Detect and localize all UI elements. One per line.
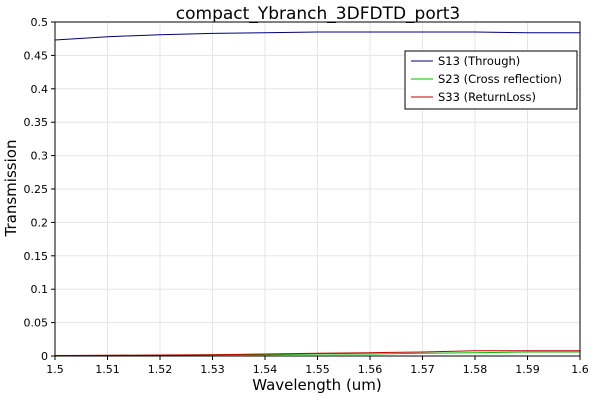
y-tick-label: 0.05 xyxy=(24,317,49,330)
chart-title: compact_Ybranch_3DFDTD_port3 xyxy=(176,4,460,24)
series-layer xyxy=(54,31,580,357)
x-tick-label: 1.52 xyxy=(148,363,173,376)
y-tick-label: 0.15 xyxy=(24,250,49,263)
y-tick-label: 0.2 xyxy=(31,216,49,229)
series-line-3 xyxy=(54,350,580,356)
y-tick-label: 0.45 xyxy=(24,49,49,62)
y-tick-label: 0.5 xyxy=(31,16,49,29)
x-tick-label: 1.5 xyxy=(46,363,64,376)
x-tick-label: 1.56 xyxy=(358,363,383,376)
legend-label-2: S23 (Cross reflection) xyxy=(438,72,562,86)
y-tick-label: 0 xyxy=(41,350,48,363)
legend-box xyxy=(404,50,578,110)
y-axis-label: Transmission xyxy=(2,140,20,238)
x-axis-label: Wavelength (um) xyxy=(252,376,382,394)
x-tick-label: 1.53 xyxy=(200,363,225,376)
y-tick-label: 0.4 xyxy=(31,83,49,96)
ticks: 1.5 1.51 1.52 1.53 1.54 1.55 1.56 1.57 1.58 1.59 1… xyxy=(24,16,589,376)
y-tick-label: 0.35 xyxy=(24,116,49,129)
y-tick-label: 0.25 xyxy=(24,183,49,196)
series-line-1 xyxy=(54,31,580,41)
legend-label-1: S13 (Through) xyxy=(438,54,520,68)
legend: S13 (Through) S23 (Cross reflection) S33 (… xyxy=(404,50,578,110)
y-tick-label: 0.1 xyxy=(31,283,49,296)
x-tick-label: 1.58 xyxy=(463,363,488,376)
x-tick-label: 1.59 xyxy=(515,363,540,376)
x-tick-label: 1.54 xyxy=(253,363,278,376)
y-tick-label: 0.3 xyxy=(31,150,49,163)
legend-label-3: S33 (ReturnLoss) xyxy=(438,90,536,104)
x-tick-label: 1.55 xyxy=(305,363,330,376)
x-tick-label: 1.57 xyxy=(410,363,435,376)
x-tick-label: 1.6 xyxy=(571,363,589,376)
x-tick-label: 1.51 xyxy=(95,363,120,376)
